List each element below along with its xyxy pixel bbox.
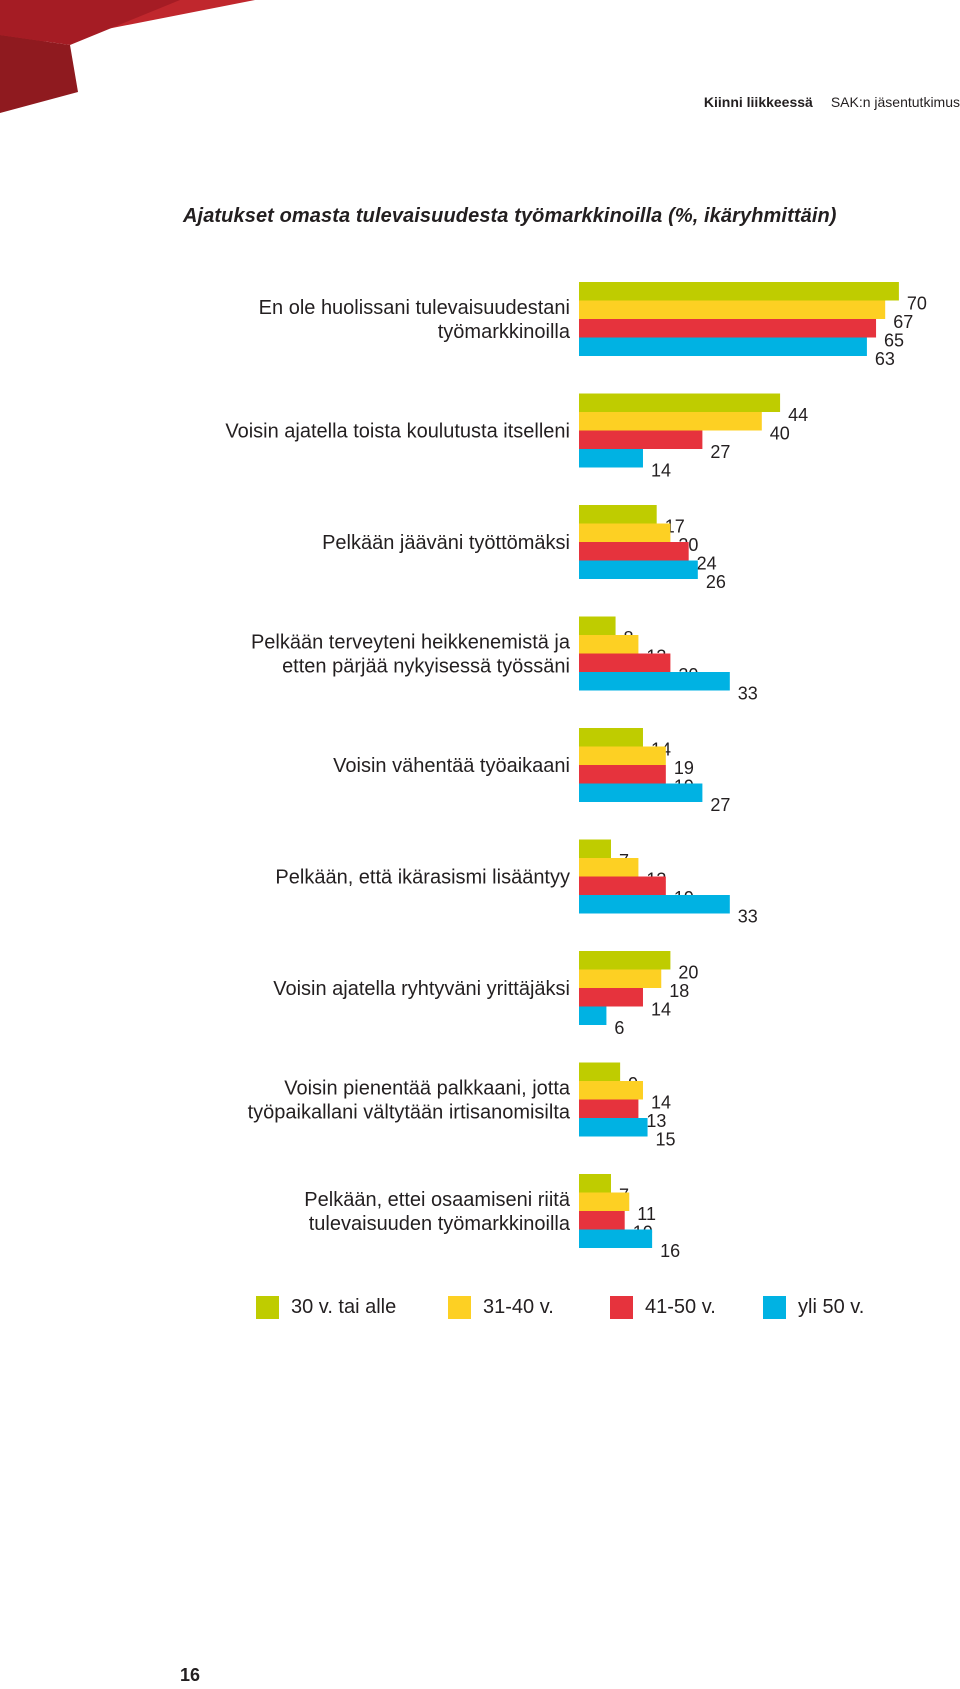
legend-item: 30 v. tai alle bbox=[256, 1296, 396, 1319]
legend-label: yli 50 v. bbox=[798, 1296, 865, 1318]
header-publication: SAK:n jäsentutkimus bbox=[830, 94, 960, 110]
bar bbox=[579, 1099, 639, 1118]
bar bbox=[579, 412, 762, 431]
data-label: 20 bbox=[678, 963, 698, 983]
bar bbox=[579, 300, 886, 319]
category-label: tulevaisuuden työmarkkinoilla bbox=[309, 1213, 571, 1235]
bar bbox=[579, 988, 643, 1007]
bar bbox=[579, 969, 662, 988]
header-section: Kiinni liikkeessä bbox=[703, 94, 813, 110]
data-label: 18 bbox=[669, 981, 689, 1001]
category-label: En ole huolissani tulevaisuudestani bbox=[259, 297, 570, 319]
legend-swatch bbox=[256, 1296, 279, 1319]
category-label: työmarkkinoilla bbox=[438, 321, 571, 343]
bar bbox=[579, 672, 730, 691]
bar bbox=[579, 839, 611, 858]
category-label: Voisin ajatella ryhtyväni yrittäjäksi bbox=[273, 978, 570, 1000]
data-label: 14 bbox=[651, 461, 671, 481]
data-label: 65 bbox=[884, 331, 904, 351]
bar bbox=[579, 1062, 621, 1081]
chart-title: Ajatukset omasta tulevaisuudesta työmark… bbox=[183, 205, 837, 227]
bar bbox=[579, 337, 867, 356]
legend-swatch bbox=[763, 1296, 786, 1319]
legend: 30 v. tai alle 31-40 v. 41-50 v. yli 50 … bbox=[0, 1296, 960, 1326]
page-number: 16 bbox=[180, 1665, 201, 1685]
bar bbox=[579, 523, 671, 542]
data-label: 19 bbox=[674, 758, 694, 778]
bar bbox=[579, 876, 666, 895]
data-label: 26 bbox=[706, 572, 726, 592]
data-label: 14 bbox=[651, 1000, 671, 1020]
bar bbox=[579, 393, 781, 412]
page-header: Kiinni liikkeessä SAK:n jäsentutkimus bbox=[704, 94, 960, 110]
legend-label: 30 v. tai alle bbox=[291, 1296, 397, 1318]
category-label: työpaikallani vältytään irtisanomisilta bbox=[248, 1102, 571, 1124]
category-label: Pelkään, että ikärasismi lisääntyy bbox=[275, 867, 570, 889]
category-label: Pelkään, ettei osaamiseni riitä bbox=[304, 1189, 571, 1211]
category-label: Voisin vähentää työaikaani bbox=[333, 755, 570, 777]
data-label: 16 bbox=[660, 1241, 680, 1261]
corner-decoration bbox=[0, 0, 255, 113]
bar bbox=[579, 653, 671, 672]
bar bbox=[579, 1192, 630, 1211]
bar bbox=[579, 858, 639, 877]
data-label: 44 bbox=[788, 405, 808, 425]
bar bbox=[579, 783, 703, 802]
bar bbox=[579, 449, 643, 468]
bar bbox=[579, 542, 689, 561]
bar bbox=[579, 1174, 611, 1193]
legend-label: 31-40 v. bbox=[483, 1296, 554, 1318]
bar bbox=[579, 951, 671, 970]
bar bbox=[579, 1118, 648, 1137]
category-label: Voisin pienentää palkkaani, jotta bbox=[284, 1078, 571, 1100]
bar bbox=[579, 765, 666, 784]
bar bbox=[579, 746, 666, 765]
bar bbox=[579, 1081, 643, 1100]
data-label: 27 bbox=[710, 795, 730, 815]
legend-label: 41-50 v. bbox=[645, 1296, 716, 1318]
data-label: 40 bbox=[770, 424, 790, 444]
data-label: 63 bbox=[875, 349, 895, 369]
data-label: 13 bbox=[646, 1111, 666, 1131]
bar bbox=[579, 1229, 653, 1248]
bar bbox=[579, 616, 616, 635]
legend-item: 41-50 v. bbox=[610, 1296, 716, 1319]
data-label: 24 bbox=[697, 554, 717, 574]
bar bbox=[579, 282, 899, 301]
bar bbox=[579, 319, 877, 338]
category-label: Pelkään jääväni työttömäksi bbox=[322, 532, 570, 554]
category-label: etten pärjää nykyisessä työssäni bbox=[282, 656, 570, 678]
bar bbox=[579, 505, 657, 524]
bar bbox=[579, 430, 703, 449]
bar bbox=[579, 895, 730, 914]
legend-swatch bbox=[448, 1296, 471, 1319]
category-label: Voisin ajatella toista koulutusta itsell… bbox=[225, 421, 570, 443]
data-label: 14 bbox=[651, 1093, 671, 1113]
legend-item: yli 50 v. bbox=[763, 1296, 864, 1319]
data-label: 33 bbox=[738, 684, 758, 704]
bar-chart: En ole huolissani tulevaisuudestanityöma… bbox=[225, 282, 927, 1261]
bar bbox=[579, 560, 698, 579]
data-label: 15 bbox=[656, 1130, 676, 1150]
bar bbox=[579, 1006, 607, 1025]
data-label: 6 bbox=[614, 1018, 624, 1038]
data-label: 33 bbox=[738, 907, 758, 927]
data-label: 11 bbox=[637, 1204, 656, 1224]
data-label: 70 bbox=[907, 294, 927, 314]
bar bbox=[579, 728, 643, 747]
category-label: Pelkään terveyteni heikkenemistä ja bbox=[251, 632, 571, 654]
legend-swatch bbox=[610, 1296, 633, 1319]
data-label: 67 bbox=[893, 312, 913, 332]
legend-item: 31-40 v. bbox=[448, 1296, 554, 1319]
bar bbox=[579, 635, 639, 654]
data-label: 27 bbox=[710, 442, 730, 462]
bar bbox=[579, 1211, 625, 1230]
